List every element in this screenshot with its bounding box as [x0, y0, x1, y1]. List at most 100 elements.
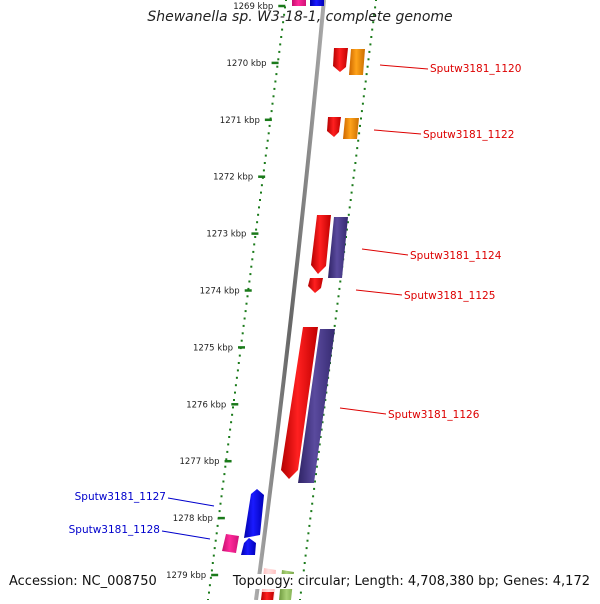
feature-red-bottom[interactable]	[261, 592, 274, 600]
track-guide-dot	[355, 154, 358, 157]
track-guide-dot	[272, 95, 275, 98]
gene-Sputw3181_1127-block[interactable]	[244, 489, 264, 538]
track-guide-dot	[250, 265, 253, 268]
track-guide-dot	[318, 443, 321, 446]
genome-title: Shewanella sp. W3-18-1, complete genome	[147, 9, 453, 25]
track-guide-dot	[235, 376, 238, 379]
track-guide-dot	[336, 302, 339, 305]
track-guide-dot	[349, 199, 352, 201]
gene-Sputw3181_1128-block[interactable]	[241, 538, 256, 555]
feature-blue-top[interactable]	[310, 0, 324, 6]
track-guide-dot	[315, 473, 317, 476]
track-guide-dot	[257, 213, 260, 216]
track-guide-dot	[270, 110, 273, 113]
track-guide-dot	[254, 236, 257, 238]
track-guide-dot	[364, 80, 367, 83]
track-guide-dot	[356, 147, 359, 150]
track-guide-dot	[273, 87, 276, 90]
track-guide-dot	[244, 310, 247, 313]
track-guide-dot	[268, 124, 271, 127]
track-guide-dot	[211, 562, 214, 564]
track-guide-dot	[350, 191, 353, 194]
track-guide-dot	[299, 591, 302, 594]
track-guide-dot	[367, 58, 370, 61]
gene-Sputw3181_1124-block[interactable]	[311, 215, 331, 274]
track-guide-dot	[348, 206, 351, 209]
track-guide-dot	[234, 391, 236, 394]
ruler-tick-label: 1275 kbp	[193, 343, 233, 353]
track-guide-dot	[335, 310, 338, 313]
gene-Sputw3181_1125-block[interactable]	[308, 278, 323, 293]
track-guide-dot	[358, 132, 361, 135]
track-guide-dot	[303, 562, 306, 564]
feature-purple-1[interactable]	[328, 217, 348, 278]
track-guide-dot	[223, 473, 226, 476]
track-guide-dot	[280, 36, 283, 38]
track-guide-dot	[247, 287, 250, 290]
track-guide-dot	[236, 369, 239, 372]
track-guide-dot	[281, 28, 284, 31]
track-guide-dot	[354, 162, 357, 164]
gene-leader-line	[373, 129, 422, 135]
gene-leader-line	[339, 407, 387, 415]
ruler-tick-label: 1274 kbp	[200, 287, 240, 297]
track-guide-dot	[338, 287, 341, 290]
feature-pink-top[interactable]	[292, 0, 306, 6]
gene-label-Sputw3181_1125[interactable]: Sputw3181_1125	[404, 290, 495, 302]
gene-leader-line	[355, 289, 403, 296]
track-guide-dot	[339, 280, 342, 283]
track-guide-dot	[275, 73, 278, 76]
track-guide-dot	[362, 95, 365, 98]
track-guide-dot	[360, 110, 363, 113]
track-guide-dot	[274, 80, 277, 83]
track-guide-dot	[252, 250, 255, 253]
ruler-tick-label: 1278 kbp	[173, 514, 213, 524]
track-guide-dot	[285, 0, 287, 1]
gene-label-Sputw3181_1124[interactable]: Sputw3181_1124	[410, 250, 502, 262]
feature-orange-1[interactable]	[349, 49, 365, 75]
track-guide-dot	[234, 384, 237, 387]
track-guide-dot	[224, 465, 227, 468]
gene-Sputw3181_1122-block[interactable]	[327, 117, 341, 137]
gene-label-Sputw3181_1120[interactable]: Sputw3181_1120	[430, 63, 521, 75]
gene-Sputw3181_1126-block[interactable]	[281, 327, 318, 479]
track-guide-dot	[231, 413, 234, 416]
track-guide-dot	[363, 87, 366, 90]
genome-summary: Topology: circular; Length: 4,708,380 bp…	[230, 574, 592, 589]
gene-label-Sputw3181_1126[interactable]: Sputw3181_1126	[388, 409, 480, 421]
feature-track-band	[188, 0, 380, 600]
ruler-tick-label: 1271 kbp	[220, 116, 260, 126]
track-guide-dot	[302, 569, 305, 572]
track-guide-dot	[314, 480, 316, 483]
track-guide-dot	[229, 428, 232, 431]
gene-Sputw3181_1120-block[interactable]	[333, 48, 348, 72]
track-guide-dot	[212, 554, 215, 557]
track-guide-dot	[357, 139, 360, 142]
feature-orange-2[interactable]	[343, 118, 359, 139]
track-guide-dot	[245, 302, 248, 305]
track-guide-dot	[237, 362, 240, 364]
track-guide-dot	[352, 176, 355, 179]
track-guide-dot	[313, 487, 316, 490]
gene-leader-line	[161, 530, 211, 540]
track-guide-dot	[249, 273, 252, 276]
track-guide-dot	[374, 6, 377, 9]
feature-pink-1[interactable]	[222, 534, 239, 553]
track-guide-dot	[208, 584, 211, 587]
track-guide-dot	[215, 532, 218, 535]
track-guide-dot	[366, 65, 369, 68]
gene-label-Sputw3181_1128[interactable]: Sputw3181_1128	[69, 524, 160, 536]
track-guide-dot	[316, 458, 319, 461]
ruler-tick-label: 1269 kbp	[233, 2, 273, 12]
feature-purple-2[interactable]	[298, 329, 335, 483]
gene-label-Sputw3181_1122[interactable]: Sputw3181_1122	[423, 129, 514, 141]
track-guide-dot	[259, 199, 261, 201]
track-guide-dot	[278, 50, 281, 53]
track-guide-dot	[346, 221, 349, 224]
track-guide-dot	[210, 569, 213, 572]
track-guide-dot	[271, 102, 274, 105]
track-guide-dot	[304, 554, 307, 557]
gene-label-Sputw3181_1127[interactable]: Sputw3181_1127	[75, 491, 166, 503]
